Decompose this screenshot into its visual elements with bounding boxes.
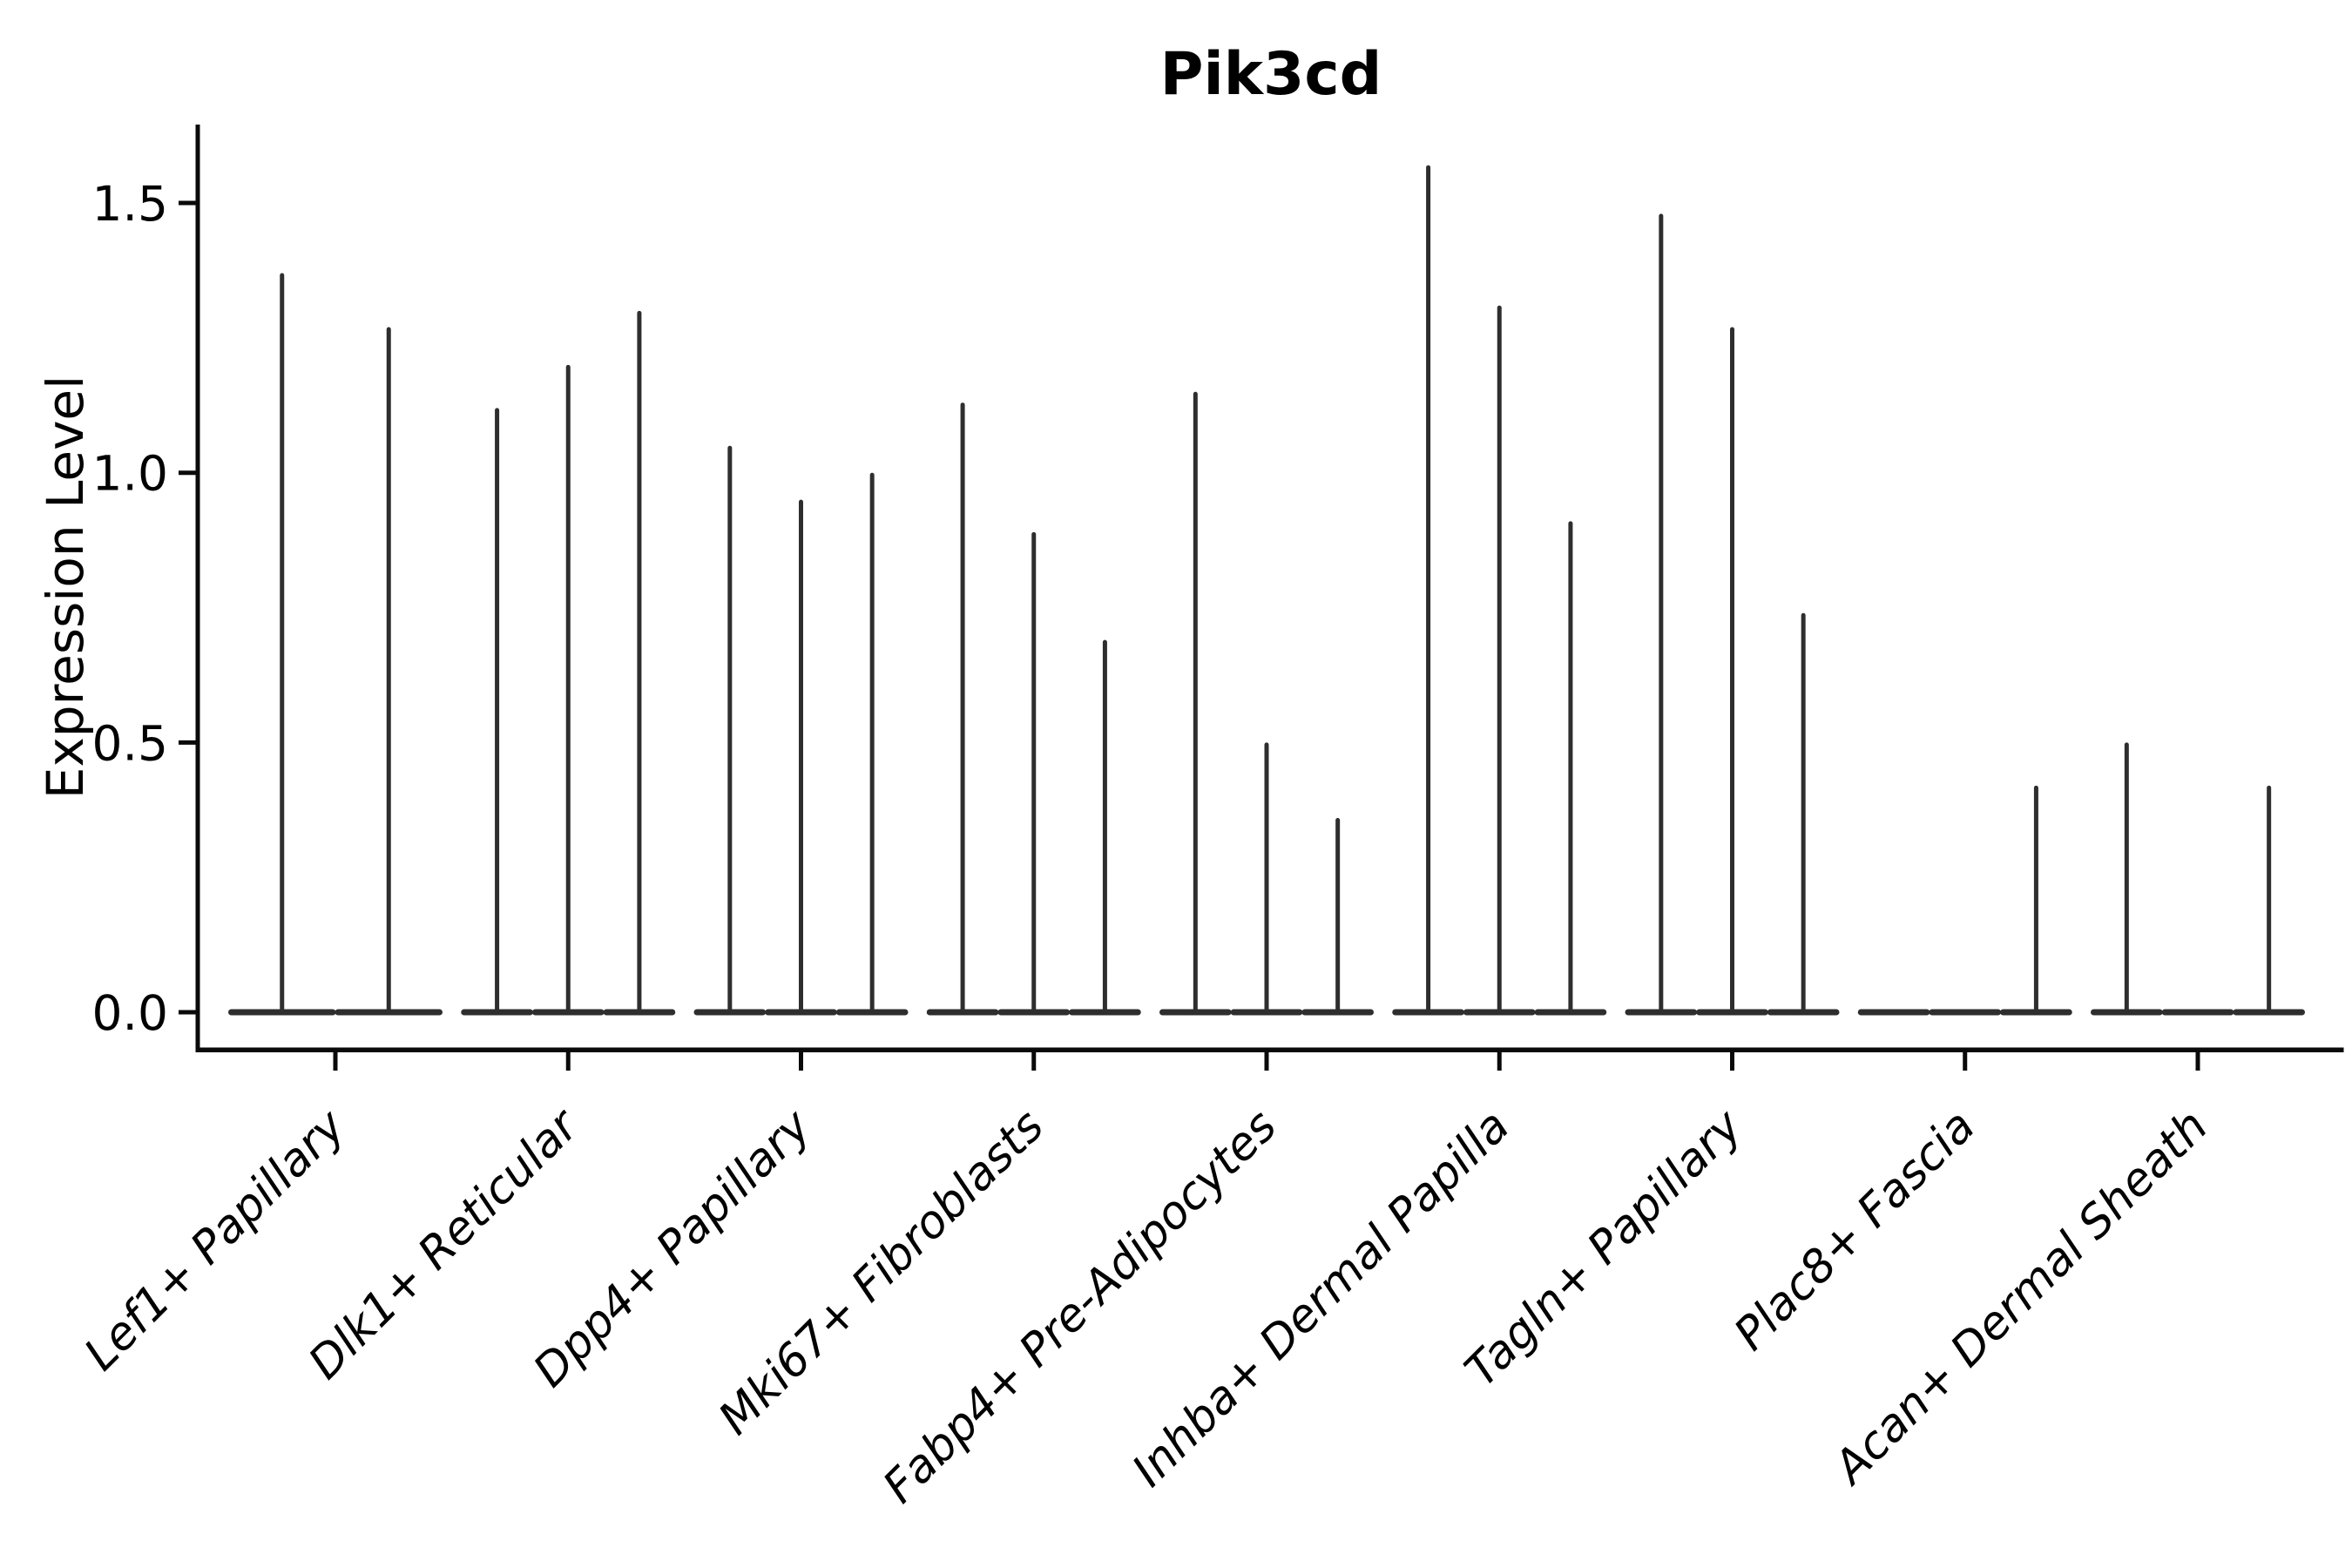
y-axis-spine bbox=[195, 125, 200, 1051]
y-tick-label: 1.5 bbox=[92, 176, 168, 232]
y-tick-label: 0.0 bbox=[92, 985, 168, 1041]
x-tick-label: Inhba+ Dermal Papilla bbox=[1123, 1100, 1520, 1497]
x-axis-spine bbox=[195, 1047, 2344, 1052]
x-tick-label: Plac8+ Fascia bbox=[1725, 1100, 1985, 1361]
y-tick-label: 0.5 bbox=[92, 715, 168, 771]
chart-title: Pik3cd bbox=[1160, 40, 1382, 109]
y-axis-label: Expression Level bbox=[36, 375, 95, 799]
x-tick-label: Acan+ Dermal Sheath bbox=[1822, 1100, 2218, 1496]
y-tick-label: 1.0 bbox=[92, 446, 168, 502]
x-tick-label: Fabp4+ Pre-Adipocytes bbox=[874, 1100, 1288, 1514]
